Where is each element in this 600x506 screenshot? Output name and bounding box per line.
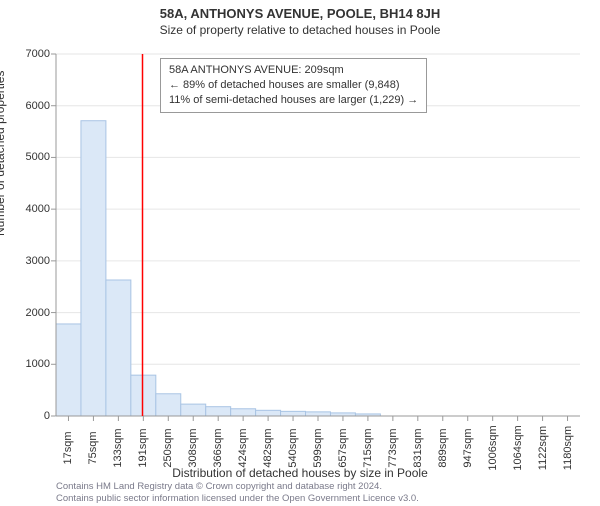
x-tick-label: 482sqm (262, 428, 274, 467)
x-tick-label: 715sqm (362, 428, 374, 467)
x-tick-label: 540sqm (287, 428, 299, 467)
info-box-line1: 58A ANTHONYS AVENUE: 209sqm (169, 63, 418, 78)
x-tick-label: 133sqm (112, 428, 124, 467)
info-box: 58A ANTHONYS AVENUE: 209sqm ← 89% of det… (160, 58, 427, 113)
x-tick-label: 1180sqm (562, 426, 574, 470)
info-box-line3: 11% of semi-detached houses are larger (… (169, 93, 418, 108)
x-tick-label: 657sqm (337, 428, 349, 467)
chart-container: 58A, ANTHONYS AVENUE, POOLE, BH14 8JH Si… (0, 6, 600, 506)
attribution-line1: Contains HM Land Registry data © Crown c… (56, 481, 419, 492)
y-tick-label: 3000 (10, 255, 50, 267)
y-tick-label: 7000 (10, 48, 50, 60)
y-axis-title: Number of detached properties (0, 71, 7, 236)
x-tick-label: 1006sqm (487, 425, 499, 470)
chart-subtitle: Size of property relative to detached ho… (0, 23, 600, 37)
x-tick-label: 773sqm (387, 428, 399, 467)
y-tick-label: 6000 (10, 100, 50, 112)
x-tick-label: 831sqm (412, 428, 424, 467)
x-tick-label: 191sqm (137, 428, 149, 467)
x-tick-label: 75sqm (87, 431, 99, 464)
x-tick-label: 1122sqm (537, 426, 549, 470)
x-tick-label: 1064sqm (512, 425, 524, 470)
plot-area: 58A ANTHONYS AVENUE: 209sqm ← 89% of det… (56, 54, 580, 416)
y-tick-label: 5000 (10, 151, 50, 163)
x-tick-label: 17sqm (62, 431, 74, 464)
chart-title: 58A, ANTHONYS AVENUE, POOLE, BH14 8JH (0, 6, 600, 21)
x-tick-label: 308sqm (187, 428, 199, 467)
y-tick-label: 4000 (10, 203, 50, 215)
x-tick-label: 599sqm (312, 428, 324, 467)
x-tick-label: 366sqm (212, 428, 224, 467)
x-tick-label: 889sqm (437, 428, 449, 467)
y-tick-label: 0 (10, 410, 50, 422)
attribution-line2: Contains public sector information licen… (56, 493, 419, 504)
y-tick-label: 2000 (10, 307, 50, 319)
attribution: Contains HM Land Registry data © Crown c… (56, 481, 419, 504)
x-axis-title: Distribution of detached houses by size … (0, 466, 600, 480)
x-tick-label: 424sqm (237, 428, 249, 467)
info-box-line2: ← 89% of detached houses are smaller (9,… (169, 78, 418, 93)
x-tick-label: 250sqm (162, 428, 174, 467)
x-tick-label: 947sqm (462, 428, 474, 467)
y-tick-label: 1000 (10, 358, 50, 370)
